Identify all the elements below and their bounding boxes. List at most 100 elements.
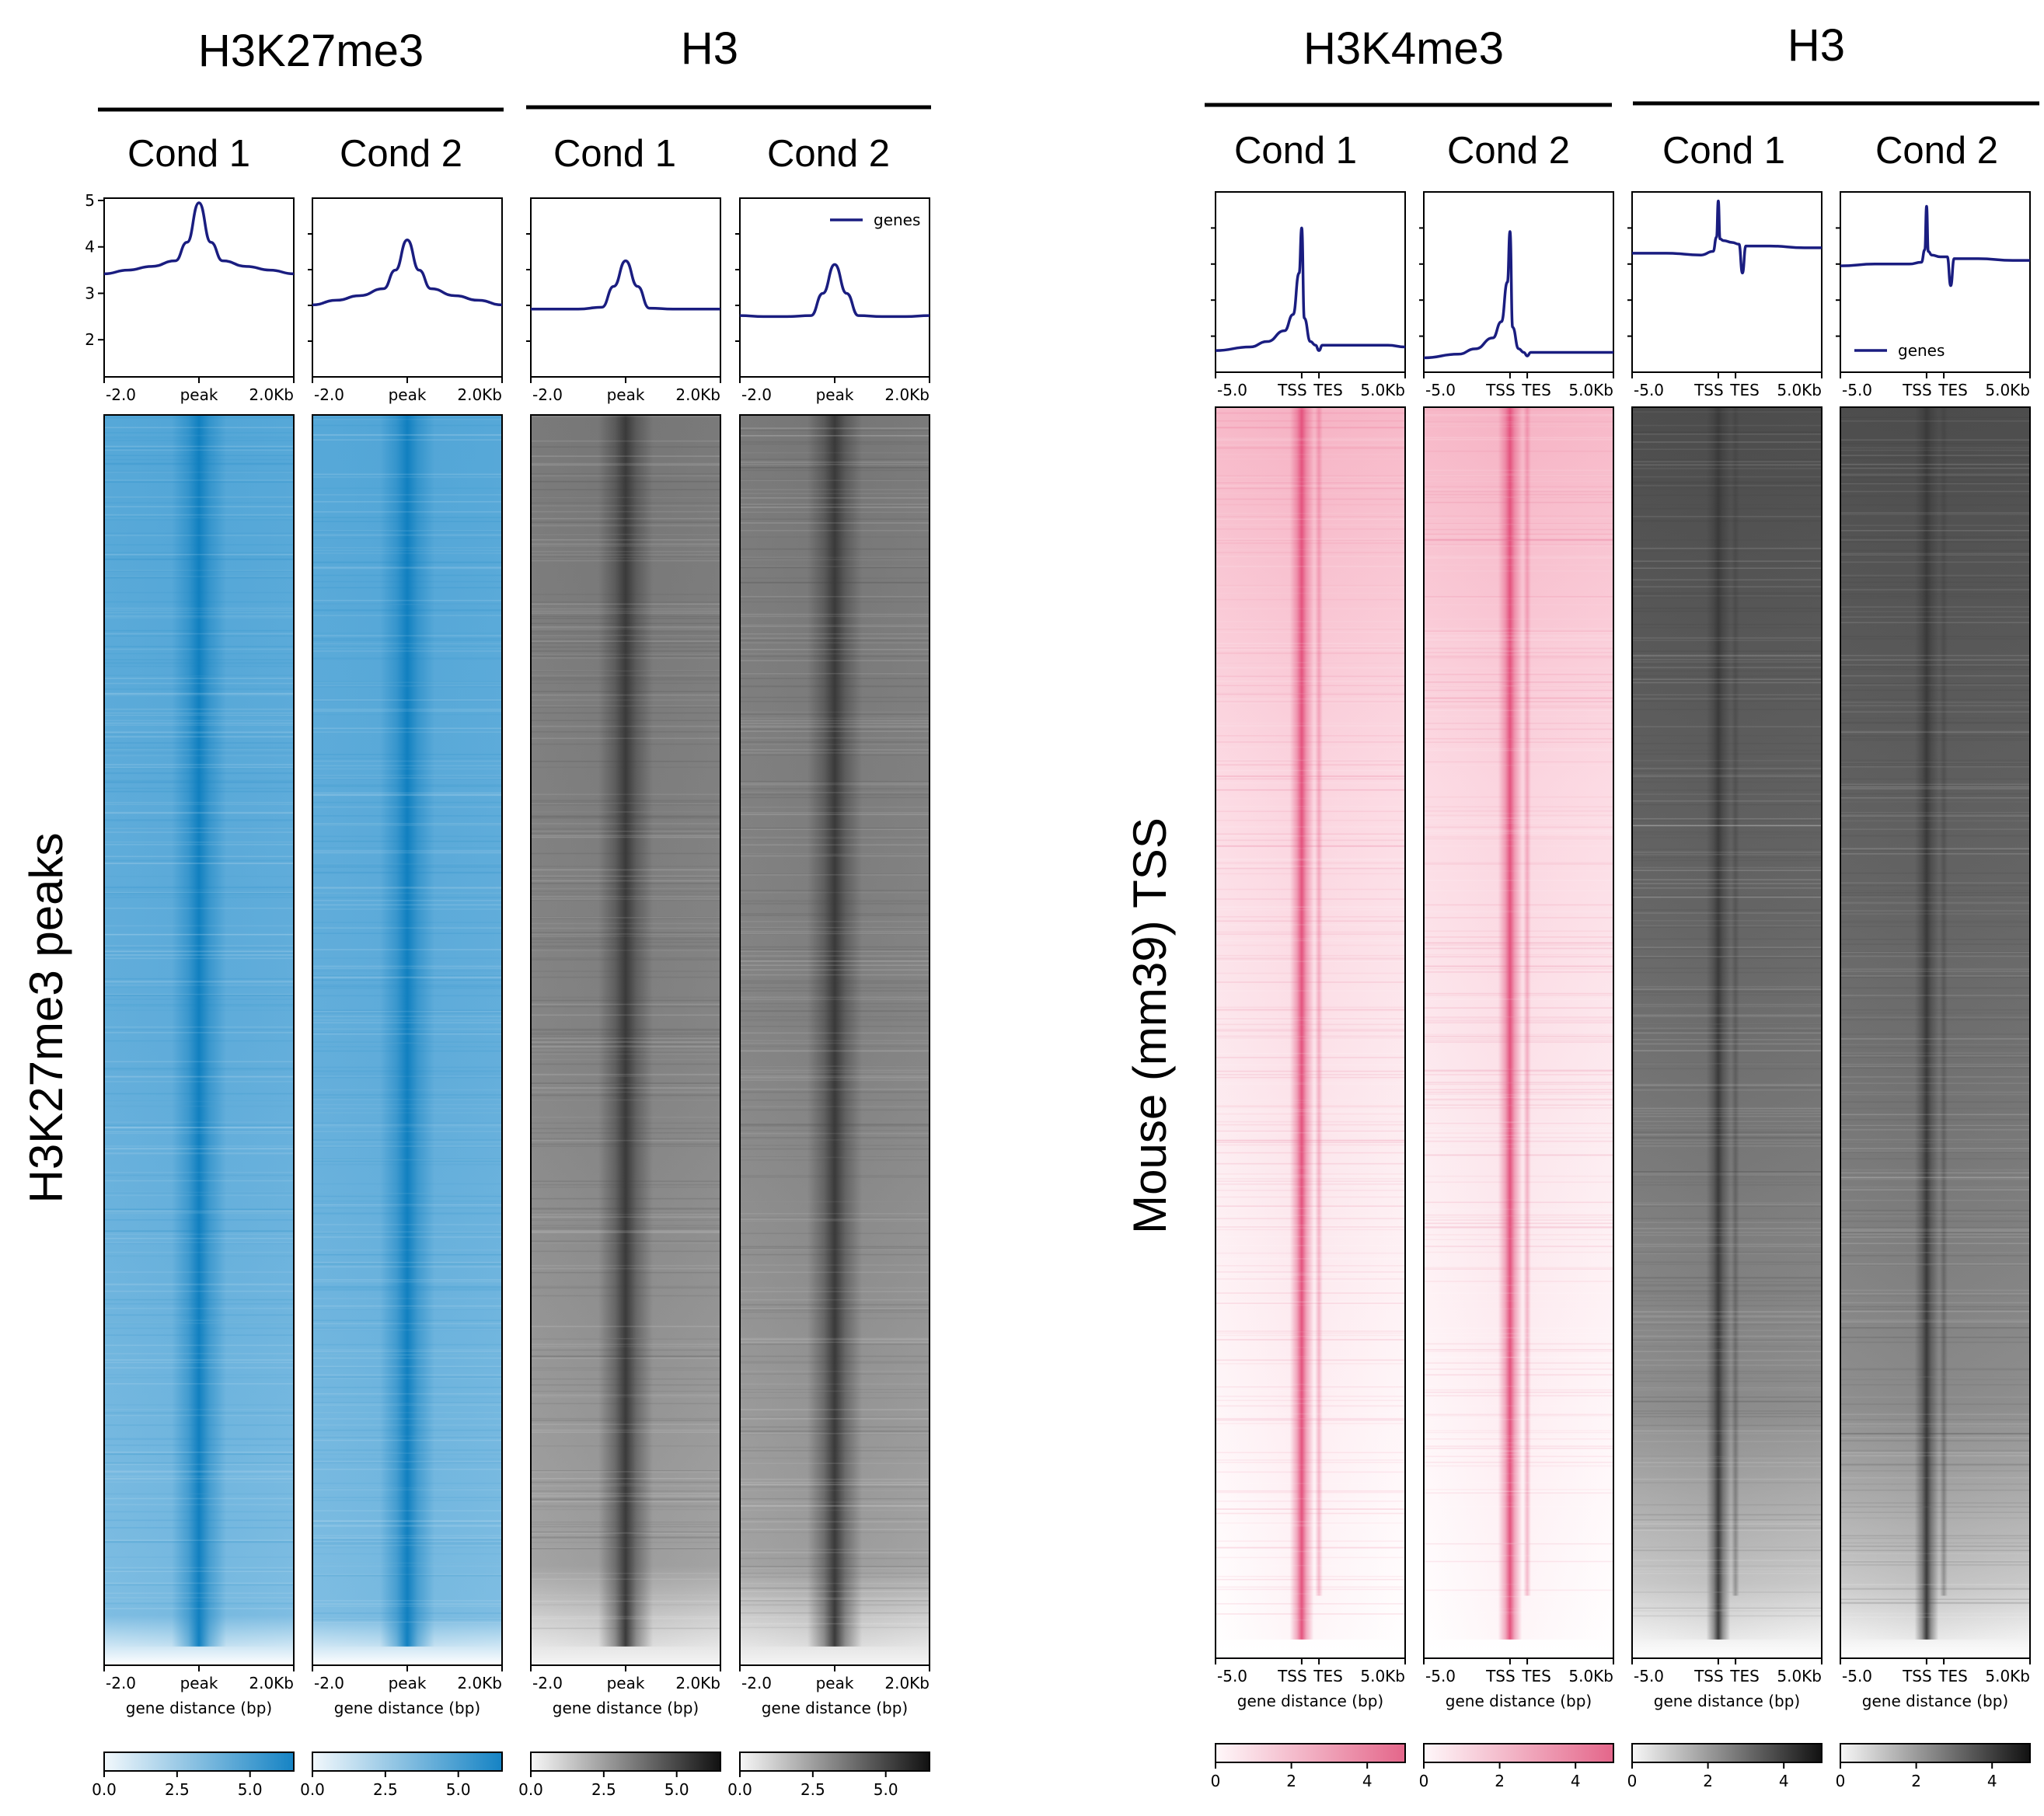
heatmap-row	[1632, 837, 1822, 838]
heatmap-row	[1216, 662, 1405, 664]
heatmap-row	[104, 497, 294, 499]
heatmap-row	[1424, 1096, 1613, 1099]
heatmap-row	[1424, 971, 1613, 973]
heatmap-row	[1216, 1546, 1405, 1548]
heatmap-row	[104, 713, 294, 714]
heatmap-row	[312, 1159, 502, 1161]
heatmap-row	[312, 1285, 502, 1288]
heatmap-row	[531, 1029, 720, 1030]
heatmap-row	[312, 587, 502, 589]
heatmap-row	[531, 731, 720, 733]
heatmap-row	[1632, 819, 1822, 821]
heatmap-row	[1424, 1386, 1613, 1387]
heatmap-row	[1424, 1122, 1613, 1124]
xtick-label-heatmap: 5.0Kb	[1985, 1667, 2030, 1685]
heatmap-row	[531, 959, 720, 960]
heatmap-row	[1424, 1454, 1613, 1455]
heatmap-row	[1632, 1228, 1822, 1229]
heatmap-row	[1216, 958, 1405, 960]
heatmap-row	[1632, 550, 1822, 552]
heatmap-row	[1216, 1556, 1405, 1559]
heatmap-row	[1216, 873, 1405, 875]
heatmap-row	[312, 1032, 502, 1033]
heatmap-row	[1840, 1464, 2030, 1466]
heatmap-row	[312, 1042, 502, 1044]
heatmap-row	[104, 665, 294, 667]
heatmap-row	[312, 1308, 502, 1309]
heatmap-row	[1632, 610, 1822, 612]
heatmap-row	[1424, 681, 1613, 683]
heatmap-row	[531, 496, 720, 498]
heatmap-row	[1632, 411, 1822, 413]
heatmap-row	[1840, 1263, 2030, 1265]
heatmap-row	[1216, 1076, 1405, 1079]
xtick-label-heatmap: -5.0	[1634, 1667, 1664, 1685]
heatmap-row	[1632, 1567, 1822, 1569]
heatmap-row	[104, 820, 294, 822]
heatmap-row	[312, 633, 502, 634]
heatmap-row	[1424, 634, 1613, 636]
heatmap-row	[312, 549, 502, 551]
heatmap-row	[1840, 1065, 2030, 1068]
xtick-label: TSS	[1277, 381, 1307, 399]
heatmap-row	[1840, 1612, 2030, 1615]
heatmap-row	[1216, 725, 1405, 727]
heatmap-row	[740, 780, 930, 783]
heatmap-row	[1424, 737, 1613, 740]
heatmap-row	[531, 505, 720, 507]
heatmap-row	[1840, 702, 2030, 703]
xtick-label: 2.0Kb	[884, 385, 930, 404]
heatmap-row	[1216, 1109, 1405, 1110]
heatmap-row	[531, 1532, 720, 1534]
cond-label: Cond 2	[340, 133, 462, 175]
heatmap-row	[1424, 650, 1613, 652]
heatmap-row	[1632, 675, 1822, 677]
heatmap-row	[1424, 1284, 1613, 1286]
heatmap-row	[1632, 743, 1822, 744]
heatmap-row	[1632, 607, 1822, 609]
heatmap-row	[1632, 776, 1822, 778]
heatmap-row	[1632, 909, 1822, 911]
heatmap-row	[531, 481, 720, 483]
heatmap-row	[312, 1510, 502, 1511]
heatmap-row	[1216, 438, 1405, 441]
heatmap-row	[104, 714, 294, 716]
heatmap-row	[531, 1075, 720, 1077]
heatmap-row	[740, 1308, 930, 1309]
heatmap-row	[1632, 824, 1822, 827]
heatmap-row	[531, 1033, 720, 1035]
heatmap-row	[104, 1271, 294, 1273]
heatmap-row	[1216, 1113, 1405, 1115]
heatmap-row	[531, 475, 720, 477]
heatmap-row	[531, 1143, 720, 1145]
heatmap-row	[1632, 1565, 1822, 1567]
heatmap-row	[531, 594, 720, 595]
heatmap-row	[312, 1298, 502, 1299]
heatmap-row	[312, 1452, 502, 1454]
heatmap-row	[1216, 1035, 1405, 1037]
heatmap-row	[312, 419, 502, 420]
heatmap-row	[104, 646, 294, 647]
heatmap-row	[1216, 1215, 1405, 1216]
heatmap-row	[1424, 831, 1613, 833]
heatmap-row	[1424, 1041, 1613, 1043]
heatmap-row	[1424, 967, 1613, 970]
heatmap-row	[740, 1264, 930, 1266]
heatmap-row	[1424, 1414, 1613, 1417]
heatmap-row	[531, 1355, 720, 1358]
heatmap-row	[531, 1627, 720, 1630]
heatmap-row	[531, 833, 720, 835]
heatmap-row	[1840, 1432, 2030, 1434]
heatmap-row	[1840, 1052, 2030, 1054]
heatmap-row	[531, 525, 720, 527]
heatmap-row	[740, 435, 930, 437]
group-title-h3-left: H3	[681, 23, 738, 74]
heatmap-row	[312, 1396, 502, 1398]
heatmap-row	[104, 1539, 294, 1541]
heatmap-row	[1632, 1050, 1822, 1052]
heatmap-row	[1216, 776, 1405, 777]
heatmap-row	[1216, 789, 1405, 791]
heatmap-row	[1216, 972, 1405, 974]
heatmap-row	[1216, 1550, 1405, 1553]
heatmap-row	[1216, 538, 1405, 540]
